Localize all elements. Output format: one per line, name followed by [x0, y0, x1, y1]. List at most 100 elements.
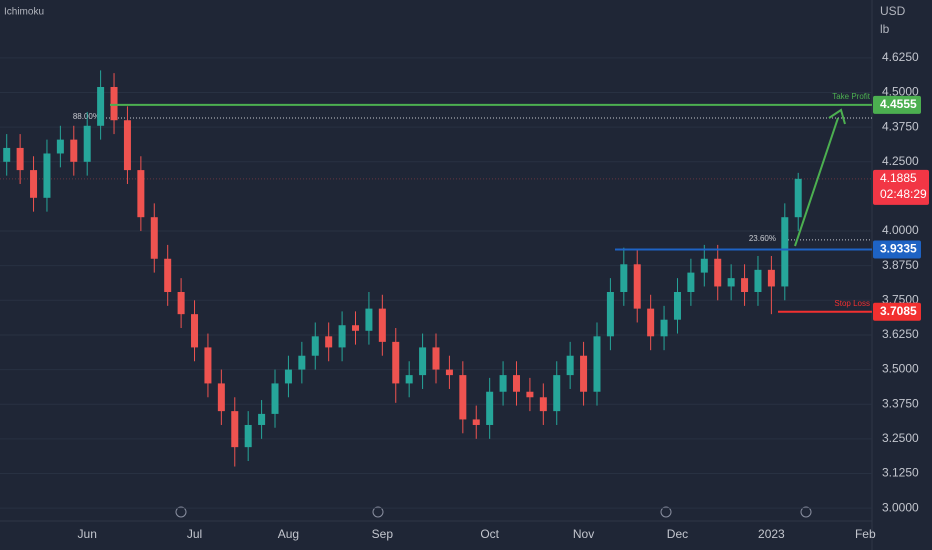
candle-body [486, 391, 494, 425]
arrow-head [828, 108, 846, 125]
y-tick-label: 3.0000 [882, 500, 919, 514]
event-icon[interactable] [660, 506, 672, 518]
candle-body [70, 139, 78, 162]
candle-body [378, 308, 386, 342]
candle-body [110, 86, 118, 121]
y-tick-label: 4.2500 [882, 154, 919, 168]
last-price-box [873, 169, 929, 205]
candle-body [459, 375, 467, 420]
y-tick-label: 4.0000 [882, 223, 919, 237]
candle-body [405, 375, 413, 384]
candle-body [741, 278, 749, 292]
candle-body [352, 325, 360, 331]
fib-label: 23.60% [749, 234, 776, 243]
x-tick-label: 2023 [758, 527, 785, 541]
candle-body [660, 319, 668, 337]
candle-body [191, 314, 199, 348]
candle-body [217, 383, 225, 412]
level-label: Stop Loss [834, 299, 870, 308]
event-icon[interactable] [372, 506, 384, 518]
candle-body [566, 355, 574, 376]
candle-body [338, 325, 346, 348]
candle-body [137, 170, 145, 218]
y-tick-label: 3.6250 [882, 327, 919, 341]
candle-body [16, 147, 24, 171]
candle-body [673, 291, 681, 320]
candle-body [97, 86, 105, 126]
y-tick-label: 4.6250 [882, 50, 919, 64]
level-price-box [873, 240, 921, 259]
candle-body [164, 258, 172, 292]
x-tick-label: Feb [855, 527, 876, 541]
candle-body [606, 291, 614, 337]
x-tick-label: Jun [78, 527, 97, 541]
candle-body [580, 355, 588, 392]
countdown-label: 02:48:29 [880, 187, 927, 201]
level-price-box [873, 95, 921, 114]
candle-body [472, 419, 480, 425]
candle-body [419, 347, 427, 376]
y-tick-label: 4.5000 [882, 85, 919, 99]
arrow [794, 108, 846, 247]
event-icon[interactable] [175, 506, 187, 518]
candle-body [177, 291, 185, 315]
candle-body [539, 397, 547, 412]
candle-body [553, 375, 561, 412]
candle-body [83, 125, 91, 162]
currency-label: USD [880, 4, 906, 18]
candle-body [700, 258, 708, 273]
candle-body [714, 258, 722, 287]
candle-body [123, 120, 131, 171]
candle-body [244, 424, 252, 448]
candle-body [150, 217, 158, 259]
arrow-line [794, 117, 839, 247]
candle-body [392, 341, 400, 384]
candle-body [30, 170, 38, 198]
candle-body [767, 269, 775, 287]
y-tick-label: 3.2500 [882, 431, 919, 445]
candle-body [311, 336, 319, 356]
y-tick-label: 3.3750 [882, 396, 919, 410]
candle-body [271, 383, 279, 414]
candle-body [633, 264, 641, 309]
candle-body [204, 347, 212, 384]
level-price-label: 3.9335 [880, 242, 917, 256]
level-label: Take Profit [832, 92, 871, 101]
fib-label: 88.00% [73, 112, 100, 121]
candle-body [3, 147, 11, 162]
candle-body [512, 375, 520, 392]
candle-body [445, 369, 453, 376]
candle-body [432, 347, 440, 370]
candle-body [284, 369, 292, 384]
candle-body [794, 178, 802, 218]
level-price-label: 3.7085 [880, 304, 917, 318]
candle-body [258, 413, 266, 425]
unit-label: lb [880, 22, 890, 36]
event-icons [175, 506, 812, 518]
candle-body [231, 411, 239, 448]
x-tick-label: Jul [187, 527, 202, 541]
candle-body [593, 336, 601, 392]
candle-body [43, 153, 51, 198]
x-tick-label: Dec [667, 527, 688, 541]
candle-body [365, 308, 373, 331]
x-tick-label: Aug [278, 527, 299, 541]
indicator-label: Ichimoku [4, 7, 44, 18]
level-price-box [873, 302, 921, 321]
plot: 88.00% 23.60% Take Profit Stop Loss [0, 57, 872, 509]
candle-body [56, 139, 64, 154]
last-price-label: 4.1885 [880, 171, 917, 185]
event-icon[interactable] [800, 506, 812, 518]
candle-body [620, 264, 628, 292]
candle-body [647, 308, 655, 337]
candle-body [526, 391, 534, 398]
candle-body [298, 355, 306, 370]
y-tick-label: 3.5000 [882, 362, 919, 376]
y-tick-label: 3.1250 [882, 466, 919, 480]
y-tick-label: 4.3750 [882, 119, 919, 133]
candle-body [781, 217, 789, 287]
y-tick-label: 3.8750 [882, 258, 919, 272]
